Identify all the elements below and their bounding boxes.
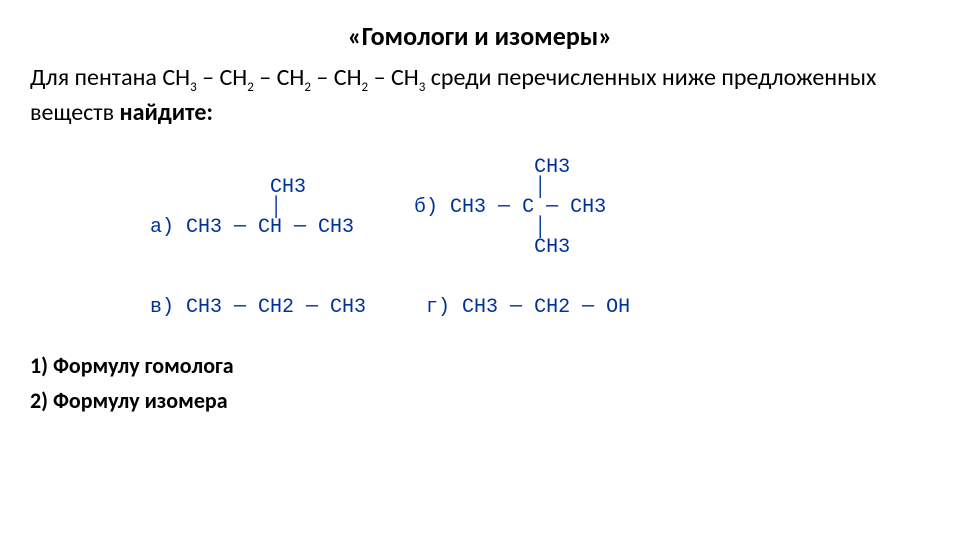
tasks-block: 1) Формулу гомолога 2) Формулу изомера bbox=[30, 348, 930, 418]
task-2: 2) Формулу изомера bbox=[30, 383, 930, 418]
structures-block: CH3 │ а) CH3 ─ CH ─ CH3 CH3 │ б) CH3 ─ C… bbox=[150, 158, 930, 318]
structure-a: CH3 │ а) CH3 ─ CH ─ CH3 bbox=[150, 178, 354, 238]
structure-b: CH3 │ б) CH3 ─ C ─ CH3 │ CH3 bbox=[414, 158, 606, 258]
structure-c: в) CH3 ─ CH2 ─ CH3 bbox=[150, 298, 366, 318]
page-container: «Гомологи и изомеры» Для пентана СН3 – С… bbox=[0, 0, 960, 438]
pentane-formula: СН3 – СН2 – СН2 – СН2 – СН3 bbox=[162, 63, 425, 92]
intro-text: Для пентана СН3 – СН2 – СН2 – СН2 – СН3 … bbox=[30, 62, 930, 128]
structures-row-1: CH3 │ а) CH3 ─ CH ─ CH3 CH3 │ б) CH3 ─ C… bbox=[150, 158, 930, 258]
structures-row-2: в) CH3 ─ CH2 ─ CH3 г) CH3 ─ CH2 ─ OH bbox=[150, 298, 930, 318]
page-title: «Гомологи и изомеры» bbox=[30, 20, 930, 52]
struct-a-l3: а) CH3 ─ CH ─ CH3 bbox=[150, 216, 354, 239]
structure-d: г) CH3 ─ CH2 ─ OH bbox=[426, 298, 630, 318]
struct-b-l5: CH3 bbox=[414, 236, 570, 259]
intro-bold: найдите: bbox=[120, 98, 214, 127]
task-1: 1) Формулу гомолога bbox=[30, 348, 930, 383]
intro-prefix: Для пентана bbox=[30, 63, 162, 92]
